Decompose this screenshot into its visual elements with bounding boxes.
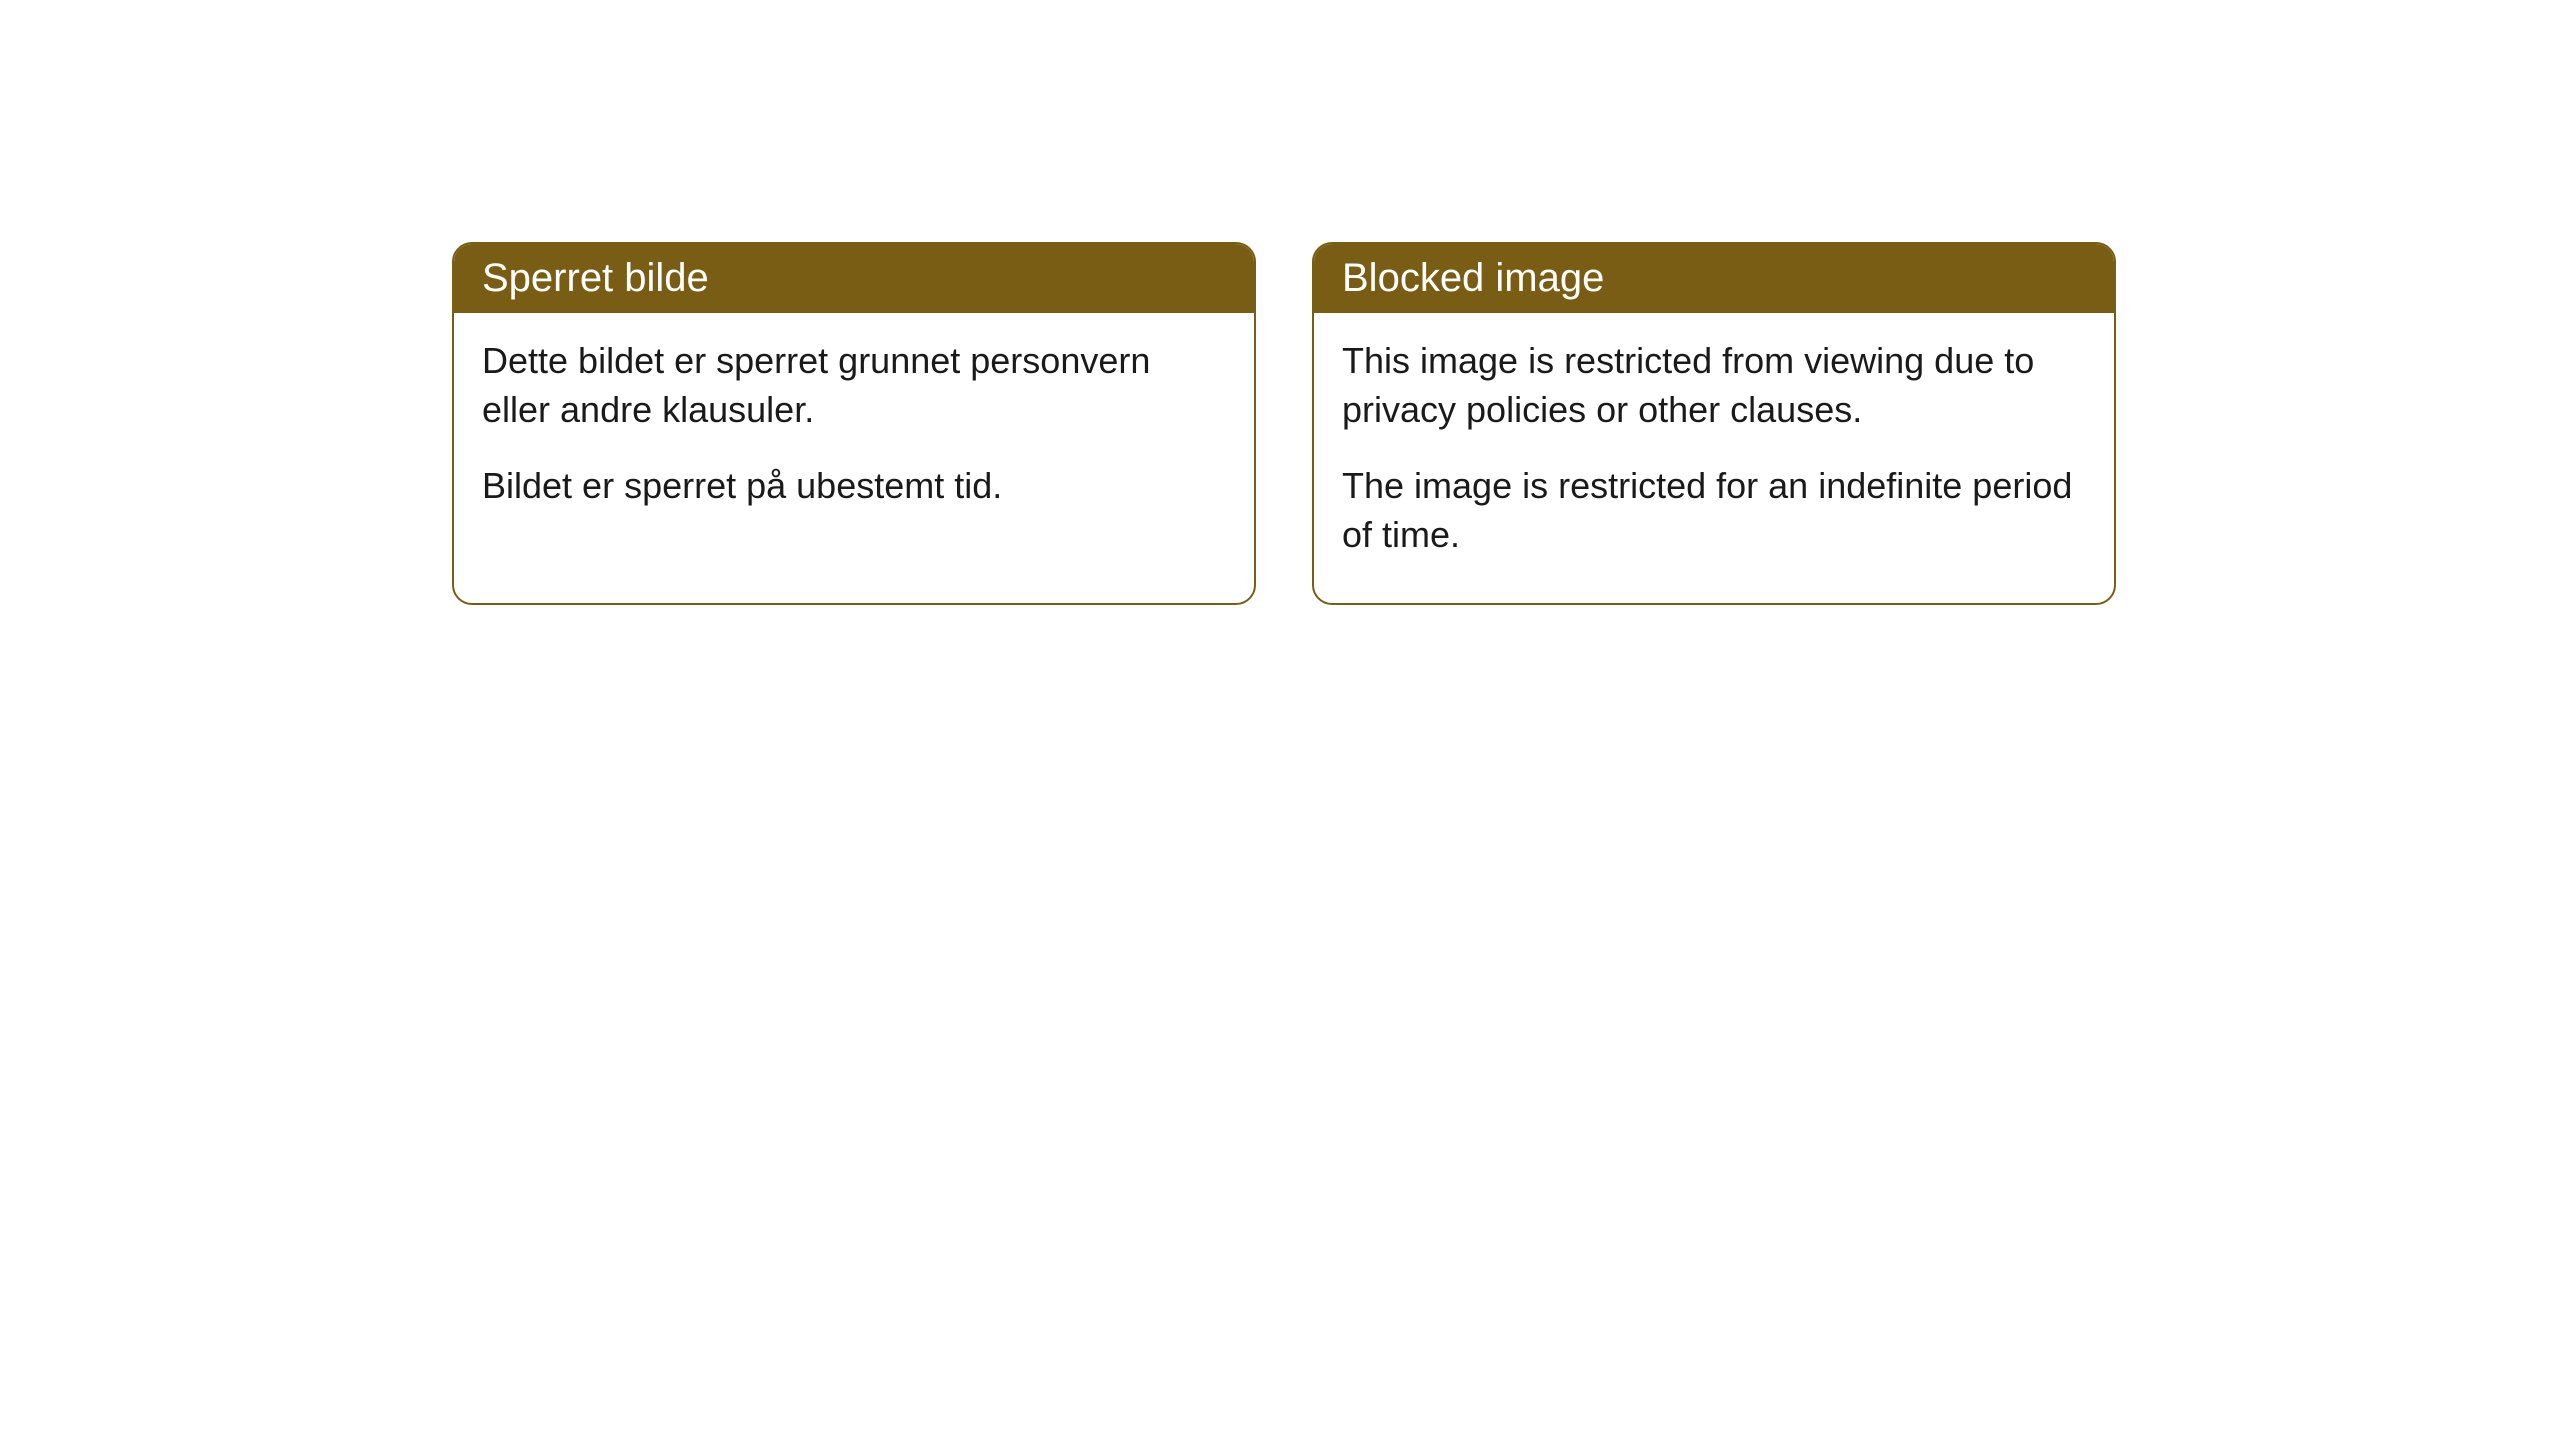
card-english: Blocked image This image is restricted f… <box>1312 242 2116 605</box>
card-body-english: This image is restricted from viewing du… <box>1314 313 2114 603</box>
card-paragraph: Dette bildet er sperret grunnet personve… <box>482 337 1226 434</box>
card-norwegian: Sperret bilde Dette bildet er sperret gr… <box>452 242 1256 605</box>
card-paragraph: This image is restricted from viewing du… <box>1342 337 2086 434</box>
card-body-norwegian: Dette bildet er sperret grunnet personve… <box>454 313 1254 555</box>
card-paragraph: The image is restricted for an indefinit… <box>1342 462 2086 559</box>
card-header-english: Blocked image <box>1314 244 2114 313</box>
card-header-norwegian: Sperret bilde <box>454 244 1254 313</box>
card-title: Sperret bilde <box>482 256 709 300</box>
card-container: Sperret bilde Dette bildet er sperret gr… <box>452 242 2116 605</box>
card-paragraph: Bildet er sperret på ubestemt tid. <box>482 462 1226 511</box>
card-title: Blocked image <box>1342 256 1604 300</box>
